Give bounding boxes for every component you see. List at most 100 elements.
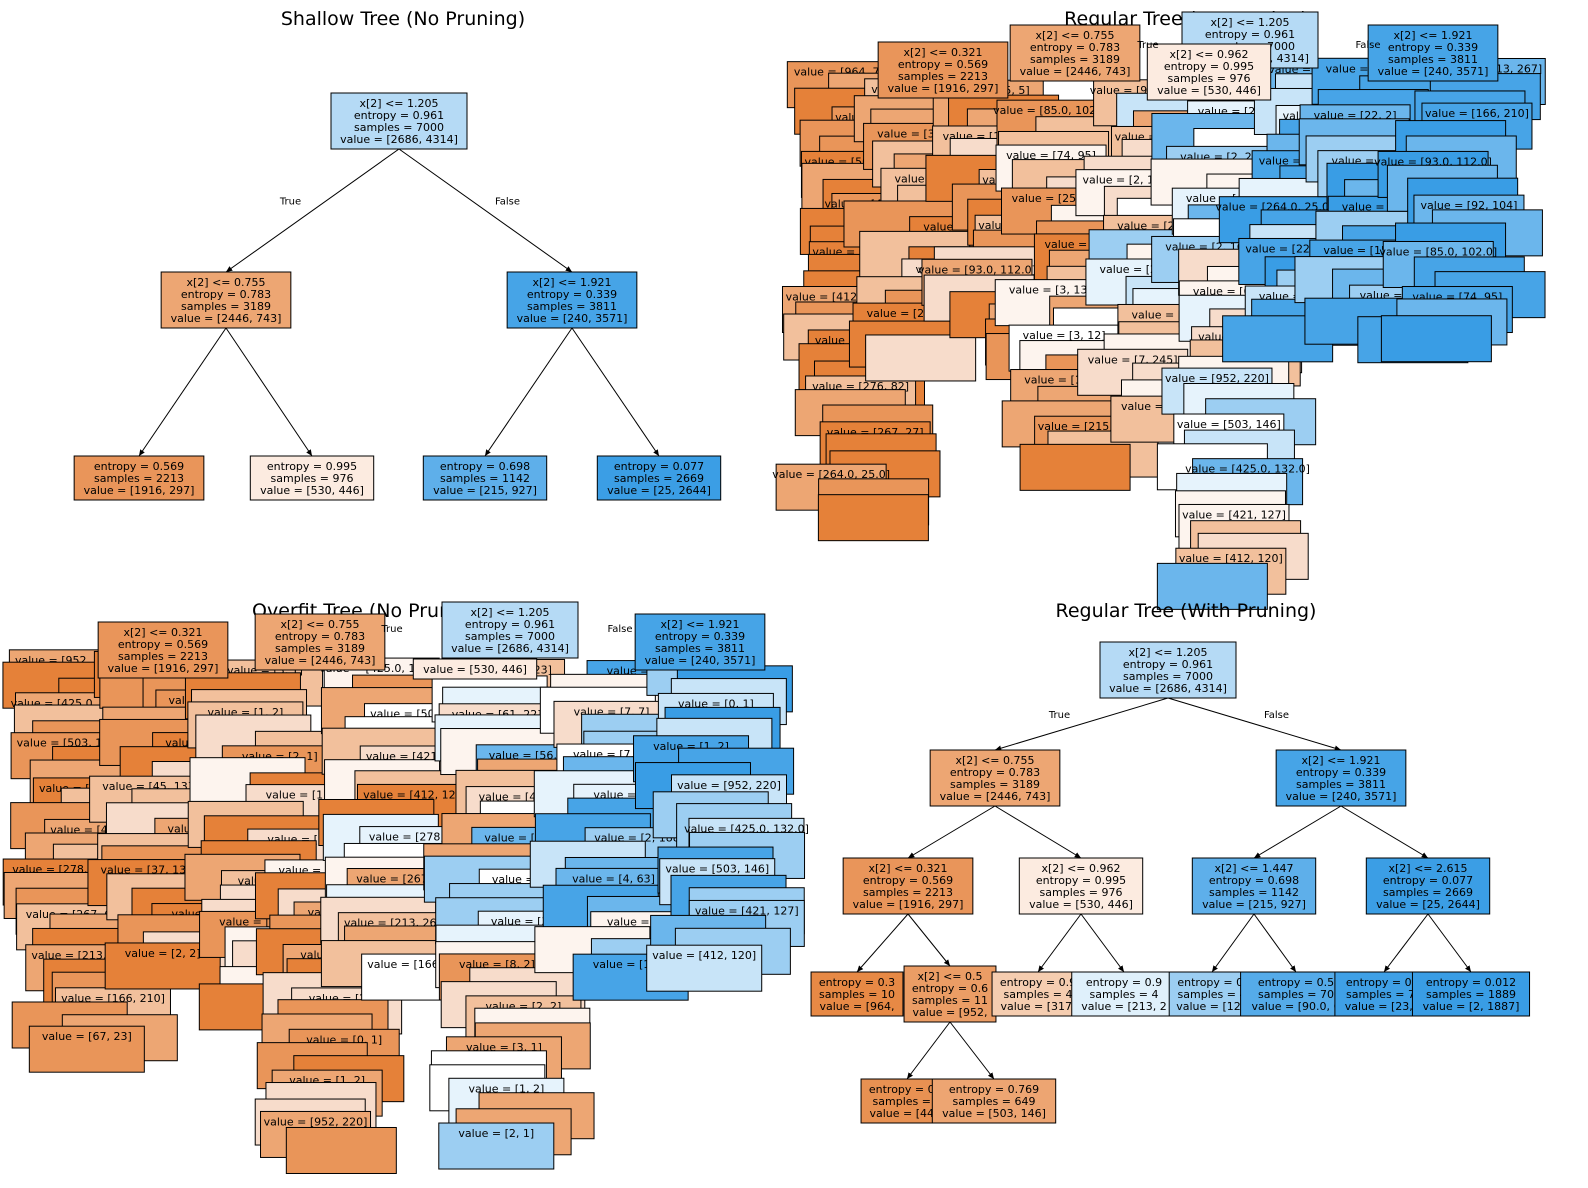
pruned-node-p1-line: samples = 3189 <box>950 778 1040 791</box>
regular-leaf-value: value = [503, 146] <box>1177 418 1281 431</box>
regular-leaf-value: value = [166, 210] <box>1425 107 1529 120</box>
shallow-node-n2-line: x[2] <= 1.921 <box>532 276 611 289</box>
pruned-node-p8-line: value = [952, <box>912 1006 987 1019</box>
overfit-leaf-value: value = [2, 2] <box>125 947 201 960</box>
pruned-node-p4-line: samples = 976 <box>1040 886 1123 899</box>
shallow-node-n2-line: entropy = 0.339 <box>527 288 617 301</box>
regular-leaf <box>865 334 977 382</box>
pruned-node-p5-line: x[2] <= 1.447 <box>1214 862 1293 875</box>
pruned-node-p12-line: entropy = 0.5 <box>1258 976 1334 989</box>
pruned-node-p5-line: samples = 1142 <box>1209 886 1299 899</box>
overfit-node-o2-line: samples = 3811 <box>655 642 745 655</box>
pruned-edge <box>994 697 1169 751</box>
overfit-leaf: value = [412, 120] <box>646 944 763 992</box>
shallow-node-n1-line: value = [2446, 743] <box>171 312 282 325</box>
regular-leaf-value: value = [85.0, 102.0] <box>1379 245 1497 258</box>
shallow-edge <box>484 327 573 457</box>
pruned-node-p10-line: value = [213, 2 <box>1081 1000 1167 1013</box>
pruned-node-p10-line: samples = 4 <box>1090 988 1159 1001</box>
overfit-leaf-value: value = [4, 63] <box>572 872 655 885</box>
pruned-node-p11-line: samples = 4 <box>1178 988 1247 1001</box>
regular-leaf-value: value = [425.0, 132.0] <box>1185 463 1310 476</box>
overfit-leaf-box <box>28 1025 145 1073</box>
overfit-leaf: value = [67, 23] <box>28 1025 145 1073</box>
pruned-node-p7-line: entropy = 0.3 <box>819 976 895 989</box>
pruned-node-p8-box <box>903 965 997 1023</box>
overfit-node-o3-box <box>97 621 229 679</box>
shallow-node-n3-line: samples = 2213 <box>94 472 184 485</box>
pruned-node-p12-box <box>1240 971 1352 1017</box>
pruned-node-p2-line: value = [240, 3571] <box>1286 790 1397 803</box>
pruned-node-p9-line: entropy = 0.9 <box>1000 976 1076 989</box>
regular-node-r1-box <box>1009 24 1141 82</box>
overfit-node-o1-line: entropy = 0.783 <box>275 630 365 643</box>
pruned-node-p3-line: entropy = 0.569 <box>863 874 953 887</box>
regular-leaf-value: value = [93.0, 112.0] <box>918 263 1036 276</box>
shallow-node-n1-line: entropy = 0.783 <box>181 288 271 301</box>
pruned-edge <box>1383 913 1429 973</box>
overfit-leaf-value: value = [412, 120] <box>363 788 467 801</box>
regular-node-r4-line: entropy = 0.995 <box>1164 60 1254 73</box>
shallow-node-n6-line: value = [25, 2644] <box>607 484 711 497</box>
pruned-node-p3-box <box>842 857 974 915</box>
shallow-edge <box>398 148 573 273</box>
pruned-edge <box>907 805 996 859</box>
shallow-node-n1-box <box>160 271 292 329</box>
pruned-edge <box>906 1021 951 1080</box>
pruned-node-p5-line: entropy = 0.698 <box>1209 874 1299 887</box>
pruned-node-p13-line: value = [23, 7 <box>1345 1000 1424 1013</box>
shallow-node-n0-line: value = [2686, 4314] <box>340 133 458 146</box>
pruned-node-p12-line: value = [90.0, 6 <box>1251 1000 1340 1013</box>
shallow-edge <box>138 327 227 457</box>
regular-node-r3-line: x[2] <= 0.321 <box>903 46 982 59</box>
regular-node-r1-line: entropy = 0.783 <box>1030 41 1120 54</box>
overfit-node-o2-line: value = [240, 3571] <box>645 654 756 667</box>
overfit-node-o2-line: entropy = 0.339 <box>655 630 745 643</box>
pruned-node-p14-line: entropy = 0.012 <box>1426 976 1516 989</box>
overfit-node-o2-box <box>634 613 766 671</box>
regular-leaf <box>1019 443 1131 491</box>
overfit-node-o2-line: x[2] <= 1.921 <box>660 618 739 631</box>
shallow-node-n5-box <box>422 455 548 501</box>
regular-leaf-value: value = [952, 220] <box>1165 372 1269 385</box>
overfit-tree-clutter: value = [952, 220]value = [425.0, 132.0]… <box>2 648 809 1174</box>
overfit-node-o0-line: entropy = 0.961 <box>465 618 555 631</box>
shallow-node-n2-box <box>506 271 638 329</box>
shallow-node-n4-box <box>249 455 375 501</box>
overfit-leaf-box <box>646 944 763 992</box>
overfit-leaf-value: value = [2, 1] <box>458 1127 534 1140</box>
shallow-edge-label: True <box>279 197 301 208</box>
pruned-node-p3-line: value = [1916, 297] <box>853 898 964 911</box>
pruned-node-p9-line: samples = 4 <box>1004 988 1073 1001</box>
pruned-node-p16-line: value = [503, 146] <box>942 1107 1046 1120</box>
overfit-node-o0-line: samples = 7000 <box>465 630 555 643</box>
pruned-node-p6-line: entropy = 0.077 <box>1383 874 1473 887</box>
overfit-leaf-value: value = [56, 20] <box>489 749 579 762</box>
pruned-node-p16-box <box>931 1078 1057 1124</box>
pruned-edge <box>994 805 1082 859</box>
shallow-node-n5-line: value = [215, 927] <box>433 484 537 497</box>
pruned-node-p15-line: samples = 5 <box>873 1095 942 1108</box>
regular-edge-label: False <box>1355 40 1380 51</box>
shallow-node-n4-line: samples = 976 <box>271 472 354 485</box>
pruned-node-p15-line: entropy = 0.5 <box>869 1083 945 1096</box>
pruned-edge <box>1037 913 1082 973</box>
overfit-leaf <box>285 1126 397 1174</box>
pruned-edge <box>949 1021 995 1080</box>
pruned-node-p0-line: samples = 7000 <box>1123 670 1213 683</box>
pruned-node-p2-line: x[2] <= 1.921 <box>1301 754 1380 767</box>
panel-title-pruned: Regular Tree (With Pruning) <box>1056 600 1317 622</box>
regular-leaf-value: value = [3, 13] <box>1009 284 1092 297</box>
pruned-node-p1-line: x[2] <= 0.755 <box>955 754 1034 767</box>
regular-node-r0-line: x[2] <= 1.205 <box>1210 16 1289 29</box>
